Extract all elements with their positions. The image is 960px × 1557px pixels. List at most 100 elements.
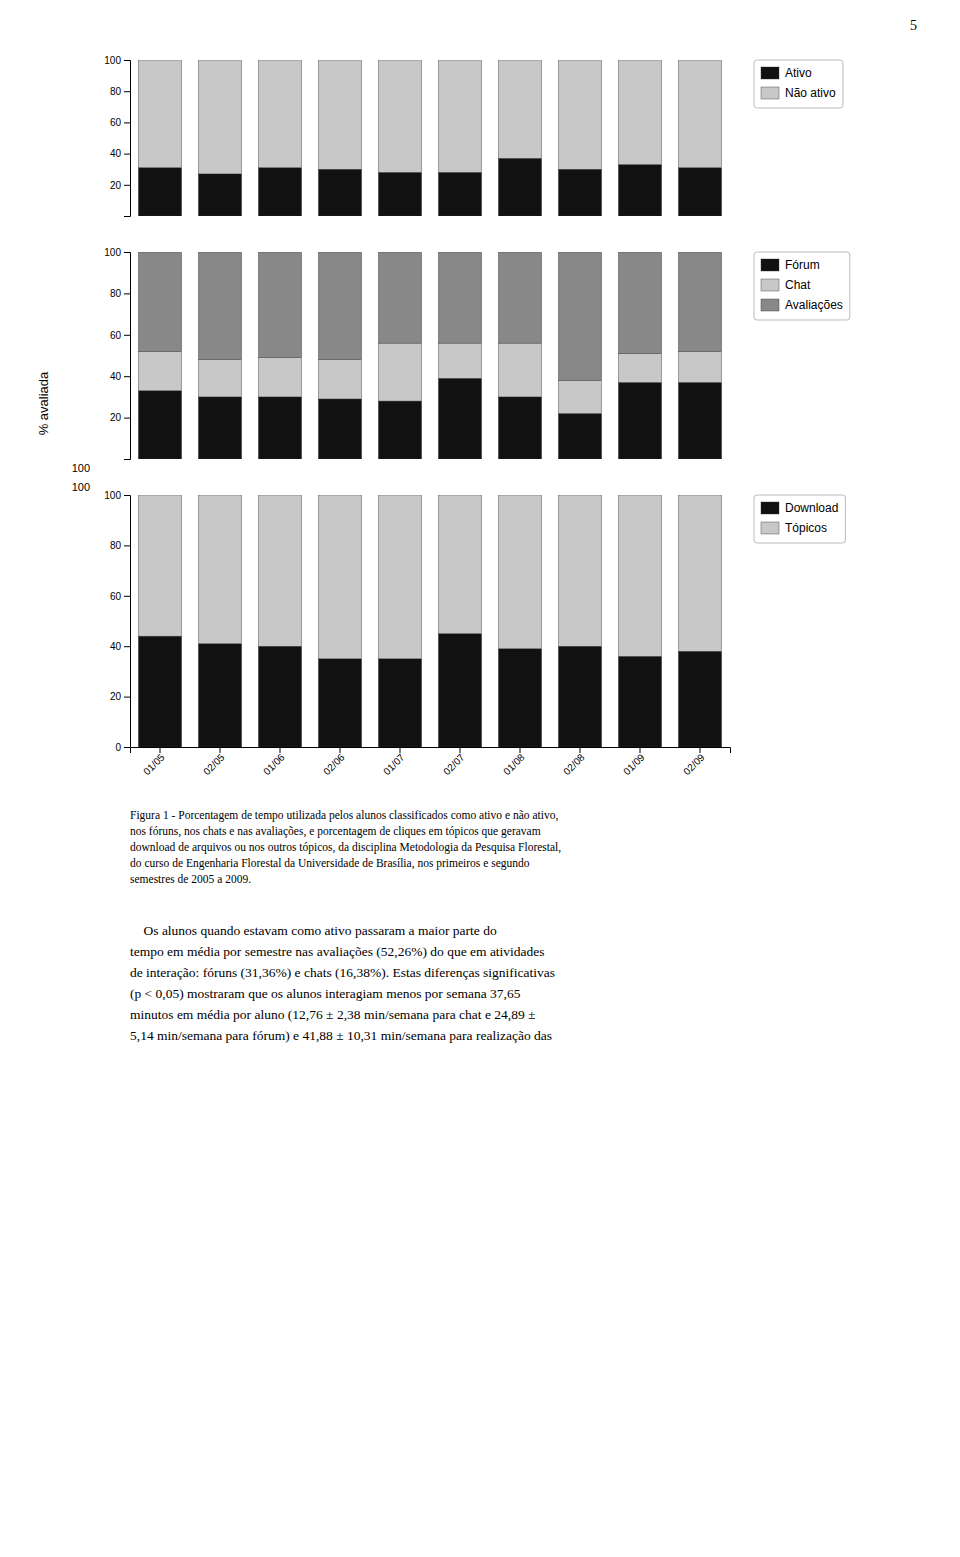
- legend-box: [754, 60, 843, 108]
- tick-mark: [124, 122, 130, 123]
- y-tick-label: 60: [110, 591, 122, 602]
- bar: [558, 380, 601, 413]
- legend-entry: Fórum: [761, 258, 820, 272]
- tick-mark: [124, 60, 130, 61]
- bar: [558, 169, 601, 216]
- x-tick-label: 01/08: [501, 751, 527, 777]
- x-tick: 02/06: [321, 747, 347, 777]
- y-tick: 100: [104, 55, 130, 66]
- chart: 20406080100FórumChatAvaliações100: [72, 247, 850, 474]
- x-tick-label: 01/09: [621, 751, 647, 777]
- y-tick: 80: [110, 288, 130, 299]
- tick-mark: [124, 697, 130, 698]
- y-axis: 20 40 60 80 100: [104, 247, 130, 460]
- x-tick: 02/08: [561, 747, 587, 777]
- bar: [318, 495, 361, 659]
- bar: [258, 60, 301, 168]
- bar: [618, 353, 661, 382]
- body-text-line: minutos em média por aluno (12,76 ± 2,38…: [130, 1007, 535, 1022]
- legend-box: [754, 252, 850, 320]
- bar: [138, 351, 181, 390]
- bar: [618, 60, 661, 165]
- body-text-line: de interação: fóruns (31,36%) e chats (1…: [130, 965, 555, 980]
- bar: [198, 252, 241, 360]
- legend-swatch: [761, 259, 779, 271]
- y-tick-label: 100: [104, 490, 121, 501]
- y-tick-label: 20: [110, 180, 122, 191]
- tick-mark: [280, 747, 281, 753]
- body-text-line: tempo em média por semestre nas avaliaçõ…: [130, 944, 545, 959]
- page: 20 40 60 80 100 Ativo Não ativo 20 40 60 80 100 Fóru…: [0, 0, 960, 1557]
- legend-entry: Chat: [761, 278, 811, 292]
- x-tick: 01/08: [501, 747, 527, 777]
- bar: [618, 382, 661, 459]
- legend-entry: Não ativo: [761, 86, 836, 100]
- y-axis: 020406080100: [104, 490, 130, 753]
- bar: [678, 651, 721, 747]
- tick-mark: [460, 747, 461, 753]
- y-tick-label: 20: [110, 412, 122, 423]
- legend: FórumChatAvaliações: [754, 252, 850, 320]
- bar: [618, 165, 661, 216]
- bar: [498, 495, 541, 649]
- bar: [198, 495, 241, 644]
- bar: [558, 252, 601, 380]
- bar: [198, 360, 241, 397]
- bar: [438, 634, 481, 747]
- y-tick: 20: [110, 691, 130, 702]
- plot-area: [138, 495, 721, 747]
- bar: [198, 397, 241, 459]
- x-tick: 02/07: [441, 747, 467, 777]
- y-tick: 60: [110, 591, 130, 602]
- tick-mark: [220, 747, 221, 753]
- x-tick: 01/07: [381, 747, 407, 777]
- legend-swatch: [761, 67, 779, 79]
- bar: [138, 636, 181, 747]
- tick-mark: [124, 418, 130, 419]
- bar-series: [138, 60, 721, 174]
- tick-mark: [520, 747, 521, 753]
- y-tick-label: 80: [110, 288, 122, 299]
- x-tick-label: 02/08: [561, 751, 587, 777]
- legend-entry: Ativo: [761, 66, 812, 80]
- bar: [318, 659, 361, 747]
- y-tick-label: 60: [110, 330, 122, 341]
- bar-series: [138, 252, 721, 380]
- bar: [138, 495, 181, 636]
- legend: DownloadTópicos: [754, 495, 845, 543]
- figure-caption-line: semestres de 2005 a 2009.: [130, 873, 251, 885]
- tick-mark: [124, 293, 130, 294]
- x-tick: 02/05: [201, 747, 227, 777]
- legend-label: Fórum: [785, 258, 820, 272]
- chart: 20406080100AtivoNão ativo: [104, 55, 843, 217]
- x-tick-label: 01/07: [381, 751, 407, 777]
- legend-label: Tópicos: [785, 521, 827, 535]
- y-tick: 40: [110, 371, 130, 382]
- axis-line: [131, 748, 731, 754]
- body-text-line: (p < 0,05) mostraram que os alunos inter…: [130, 986, 521, 1001]
- bar: [618, 656, 661, 747]
- bar: [438, 60, 481, 172]
- bar: [498, 397, 541, 459]
- bar: [378, 172, 421, 216]
- tick-mark: [580, 747, 581, 753]
- legend-entry: Tópicos: [761, 521, 827, 535]
- bar: [678, 495, 721, 651]
- bar: [258, 646, 301, 747]
- tick-mark: [124, 495, 130, 496]
- y-tick: 20: [110, 180, 130, 191]
- legend-label: Ativo: [785, 66, 812, 80]
- body-text-line: Os alunos quando estavam como ativo pass…: [130, 923, 497, 938]
- tick-mark: [124, 545, 130, 546]
- axis-line: [124, 253, 131, 460]
- y-tick-label: 40: [110, 641, 122, 652]
- x-tick: 02/09: [681, 747, 707, 777]
- bar: [438, 343, 481, 378]
- y-tick-label: 100: [104, 247, 121, 258]
- annotation: 100: [72, 462, 90, 474]
- bar: [678, 382, 721, 459]
- y-tick: 40: [110, 148, 130, 159]
- legend-swatch: [761, 522, 779, 534]
- tick-mark: [400, 747, 401, 753]
- figure-caption-line: nos fóruns, nos chats e nas avaliações, …: [130, 825, 541, 838]
